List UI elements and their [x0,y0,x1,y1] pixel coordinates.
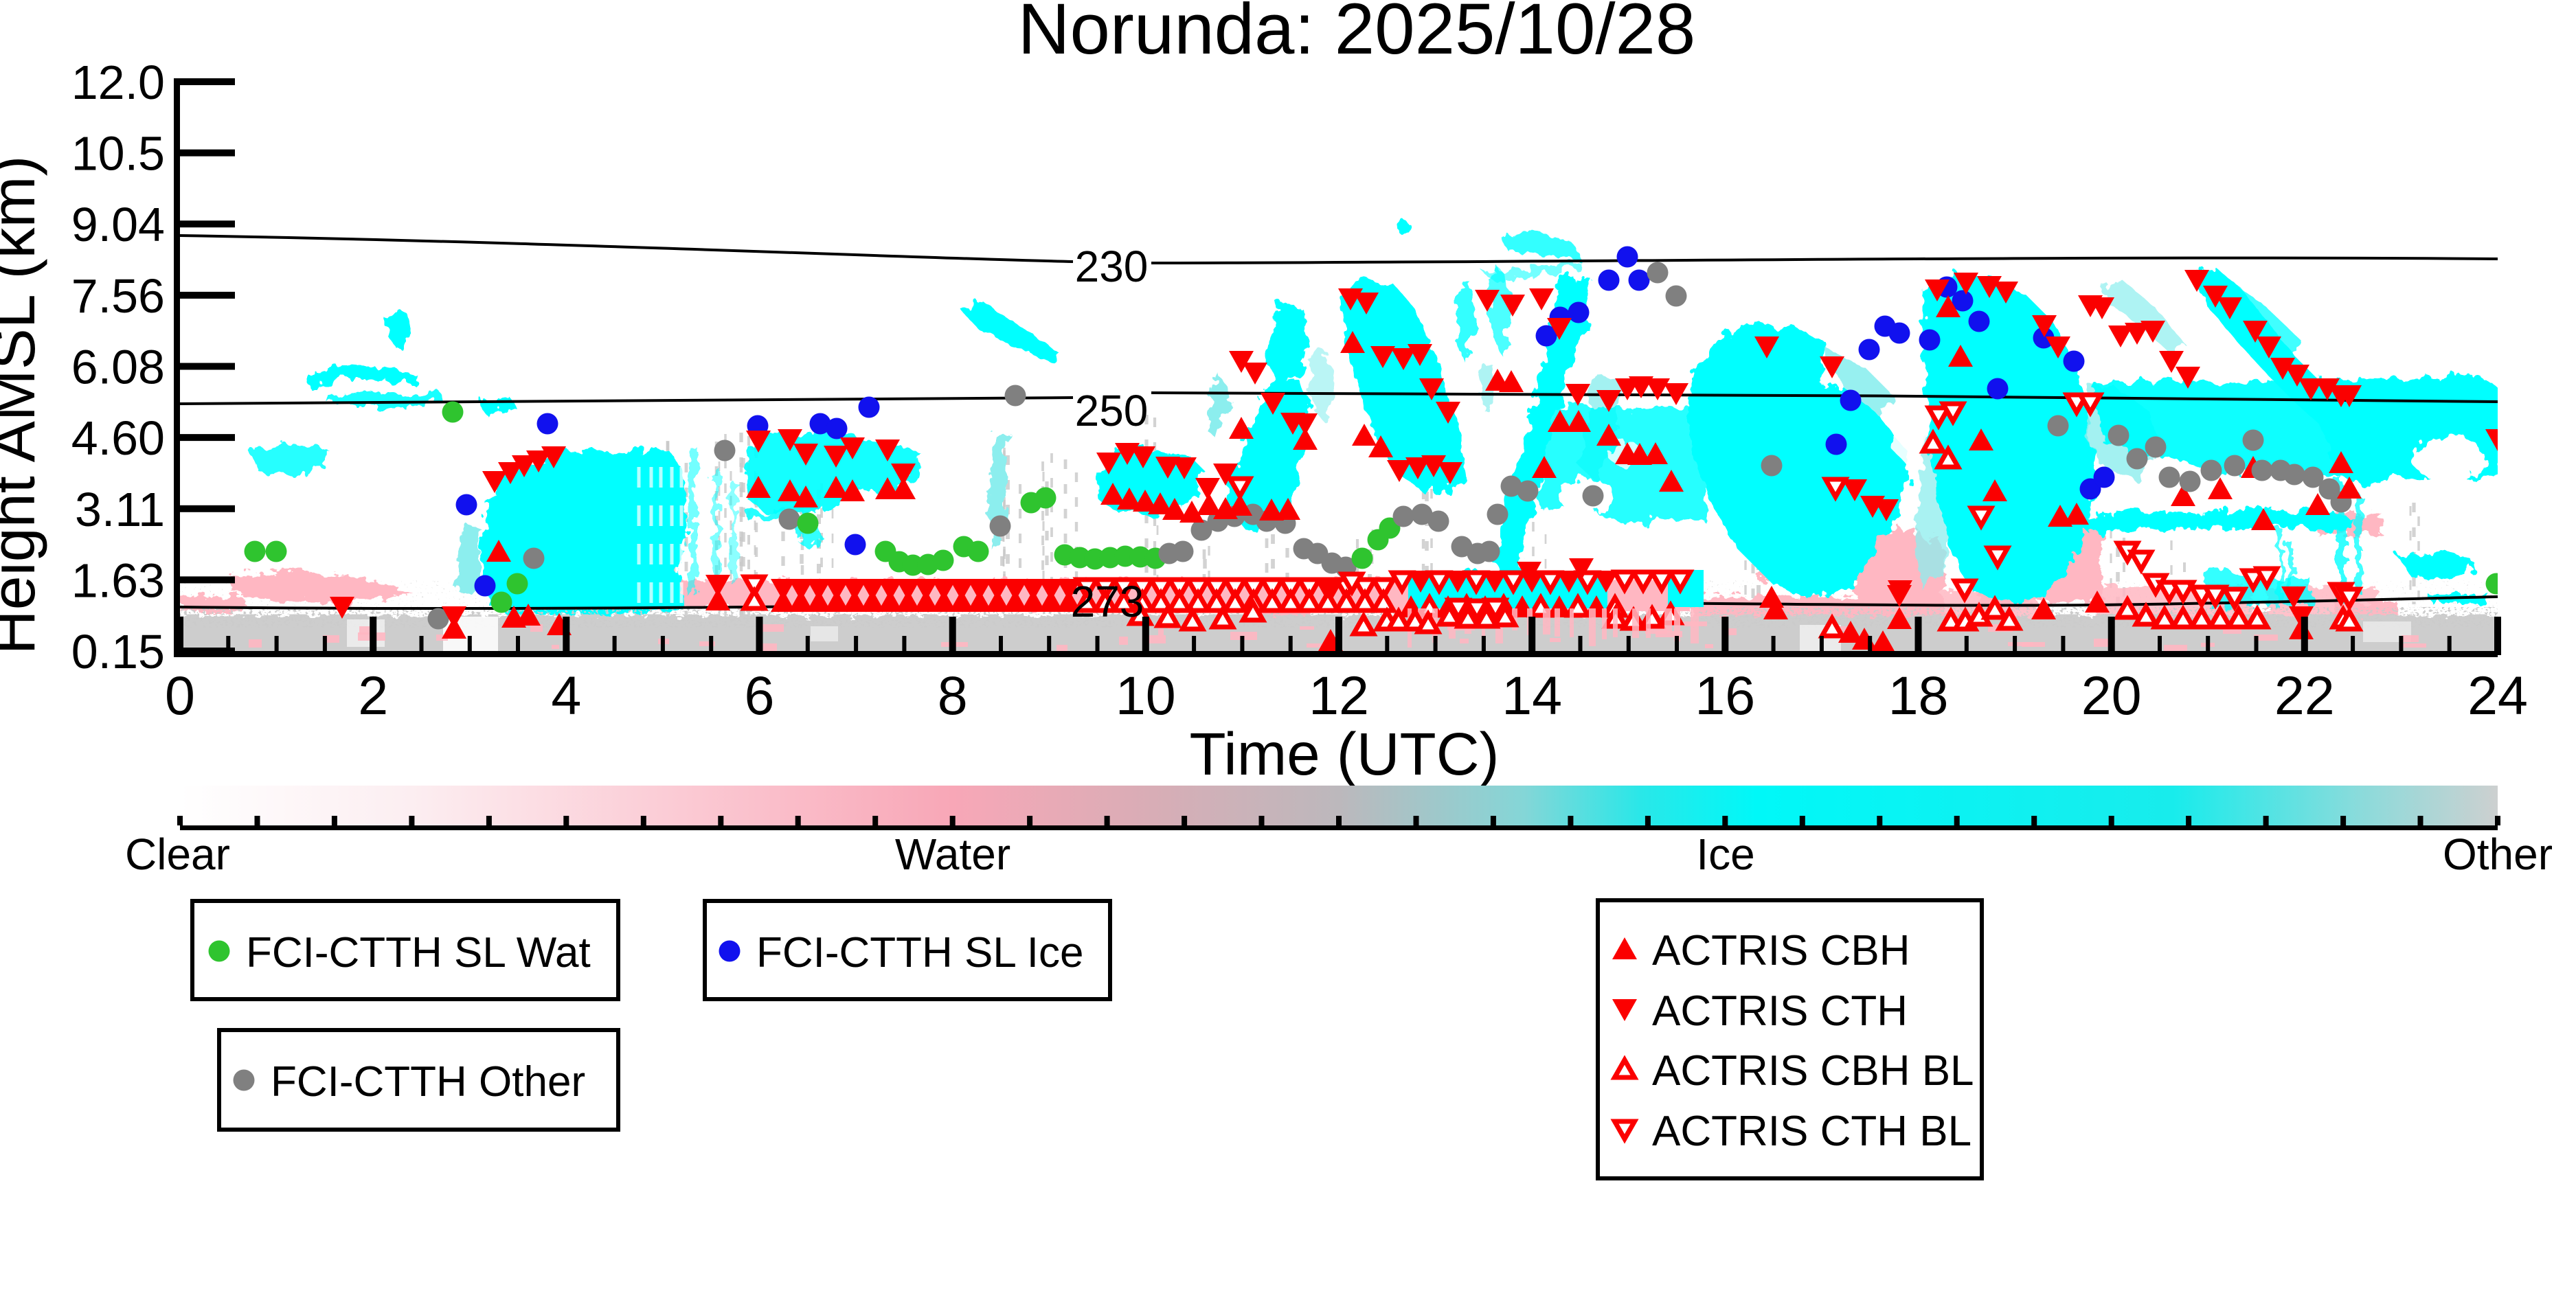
svg-text:10: 10 [1116,665,1176,726]
svg-text:0: 0 [165,665,195,726]
svg-text:ACTRIS CBH BL: ACTRIS CBH BL [1652,1047,1974,1095]
svg-text:24: 24 [2467,665,2528,726]
svg-text:FCI-CTTH SL Wat: FCI-CTTH SL Wat [246,929,591,976]
svg-text:7.56: 7.56 [71,269,165,323]
svg-text:ACTRIS CTH BL: ACTRIS CTH BL [1652,1108,1971,1155]
svg-text:3.11: 3.11 [75,483,165,536]
svg-text:12.0: 12.0 [71,56,165,109]
svg-text:Height AMSL (km): Height AMSL (km) [0,156,48,655]
svg-text:Water: Water [895,830,1010,879]
svg-text:20: 20 [2081,665,2142,726]
svg-text:16: 16 [1695,665,1755,726]
svg-text:18: 18 [1888,665,1949,726]
svg-text:Norunda: 2025/10/28: Norunda: 2025/10/28 [1018,0,1696,69]
svg-text:1.63: 1.63 [71,553,165,607]
svg-text:4: 4 [551,665,581,726]
svg-text:14: 14 [1502,665,1562,726]
svg-text:230: 230 [1075,242,1149,291]
svg-text:ACTRIS CBH: ACTRIS CBH [1652,927,1910,974]
svg-text:4.60: 4.60 [71,411,165,465]
svg-text:273: 273 [1071,577,1144,626]
svg-text:Ice: Ice [1696,830,1754,879]
svg-text:ACTRIS CTH: ACTRIS CTH [1652,987,1908,1035]
svg-text:Time (UTC): Time (UTC) [1189,721,1499,788]
svg-text:12: 12 [1309,665,1369,726]
svg-text:22: 22 [2274,665,2335,726]
svg-text:250: 250 [1075,386,1149,435]
svg-text:6: 6 [745,665,775,726]
svg-text:2: 2 [358,665,388,726]
svg-text:0.15: 0.15 [71,625,165,678]
svg-text:FCI-CTTH Other: FCI-CTTH Other [271,1058,585,1106]
svg-text:FCI-CTTH SL Ice: FCI-CTTH SL Ice [756,929,1084,976]
svg-text:6.08: 6.08 [71,341,165,394]
svg-text:9.04: 9.04 [71,198,165,251]
svg-text:8: 8 [938,665,968,726]
svg-text:Other: Other [2443,830,2553,879]
svg-text:Clear: Clear [125,830,230,879]
svg-text:10.5: 10.5 [71,127,165,181]
